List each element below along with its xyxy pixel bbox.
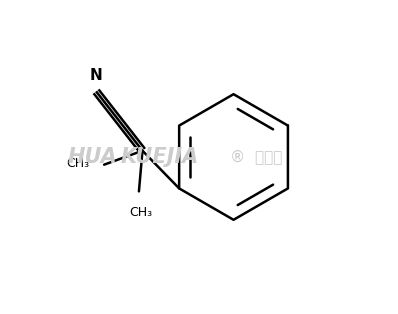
Text: CH₃: CH₃ [129,207,152,219]
Text: N: N [90,68,102,84]
Text: KUEJIA: KUEJIA [121,147,199,167]
Text: CH₃: CH₃ [66,157,89,170]
Text: ®  化学加: ® 化学加 [230,149,283,165]
Text: HUA: HUA [67,147,117,167]
